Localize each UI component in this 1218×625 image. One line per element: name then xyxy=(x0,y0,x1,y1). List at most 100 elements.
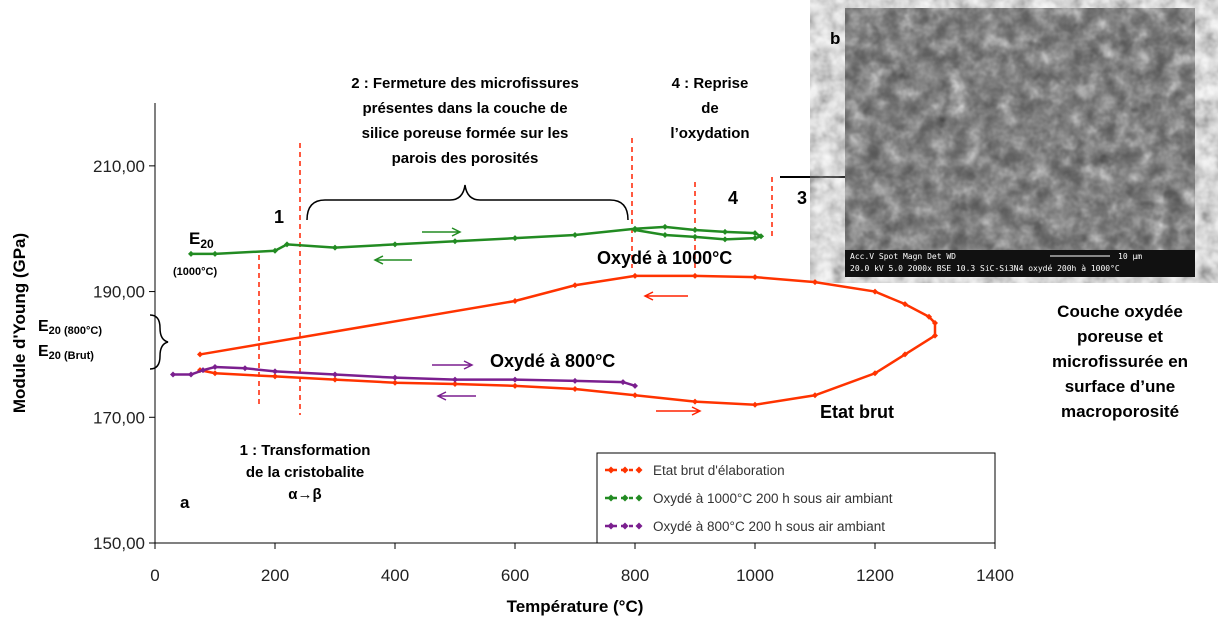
point xyxy=(692,233,698,240)
y-tick-label: 170,00 xyxy=(93,408,145,427)
point xyxy=(272,368,278,375)
point xyxy=(284,241,290,248)
point xyxy=(632,226,638,233)
point xyxy=(932,320,938,326)
point xyxy=(662,223,668,230)
caption: Couche oxydée xyxy=(1057,302,1183,321)
point xyxy=(620,379,626,386)
point xyxy=(872,370,878,377)
caption: microfissurée en xyxy=(1052,352,1188,371)
x-tick-label: 1400 xyxy=(976,566,1014,585)
point xyxy=(212,370,218,377)
point xyxy=(392,379,398,386)
zone-lines xyxy=(258,138,773,415)
point xyxy=(926,313,932,320)
zone-number: 3 xyxy=(797,188,807,208)
point xyxy=(572,282,578,289)
labels: 2 : Fermeture des microfissures présente… xyxy=(38,29,1188,512)
sem-scale: 10 µm xyxy=(1118,252,1142,261)
x-tick-label: 600 xyxy=(501,566,529,585)
sem-info: 20.0 kV 5.0 2000x BSE 10.3 SiC-Si3N4 oxy… xyxy=(850,263,1120,273)
legend-marker xyxy=(635,494,643,502)
zone-number: 4 xyxy=(728,188,738,208)
annotation: présentes dans la couche de xyxy=(362,100,567,117)
e20-label: E20 (800°C) xyxy=(38,318,102,337)
point xyxy=(662,232,668,238)
y-tick-label: 210,00 xyxy=(93,157,145,176)
point xyxy=(332,244,338,251)
zone-number: 1 xyxy=(274,207,284,227)
point xyxy=(902,301,908,308)
point xyxy=(812,279,818,286)
point xyxy=(722,236,728,243)
x-tick-label: 400 xyxy=(381,566,409,585)
caption: poreuse et xyxy=(1077,327,1163,346)
point xyxy=(212,250,218,257)
point xyxy=(752,235,758,242)
point xyxy=(572,377,578,384)
point xyxy=(692,398,698,405)
point xyxy=(188,250,194,257)
point xyxy=(932,332,938,339)
point xyxy=(170,371,176,378)
point xyxy=(692,272,698,279)
x-tick-label: 800 xyxy=(621,566,649,585)
annotation: 2 : Fermeture des microfissures xyxy=(351,75,579,92)
annotation: 1 : Transformation xyxy=(240,442,371,459)
annotation: l’oxydation xyxy=(670,125,749,142)
point xyxy=(332,371,338,378)
legend-box xyxy=(596,452,996,544)
point xyxy=(392,241,398,248)
y-tick-label: 150,00 xyxy=(93,534,145,553)
annotation: α→β xyxy=(288,486,321,503)
curve-label: Oxydé à 800°C xyxy=(490,351,615,371)
point xyxy=(452,380,458,387)
point xyxy=(752,230,758,237)
series-line xyxy=(191,225,765,256)
point xyxy=(512,235,518,242)
legend-label: Etat brut d'élaboration xyxy=(653,463,785,478)
point xyxy=(332,376,338,383)
panel-label: b xyxy=(830,29,840,48)
sem-texture xyxy=(845,8,1195,258)
curve-label: Etat brut xyxy=(820,402,894,422)
e20-label: E20 xyxy=(189,229,214,251)
point xyxy=(632,382,638,389)
x-tick-label: 0 xyxy=(150,566,159,585)
x-tick-label: 1200 xyxy=(856,566,894,585)
legend-marker xyxy=(635,522,643,530)
annotation: de la cristobalite xyxy=(246,464,364,481)
x-tick-label: 1000 xyxy=(736,566,774,585)
point xyxy=(272,373,278,380)
point xyxy=(692,226,698,233)
point xyxy=(242,365,248,372)
point xyxy=(200,367,206,374)
legend-label: Oxydé à 800°C 200 h sous air ambiant xyxy=(653,519,885,534)
legend-label: Oxydé à 1000°C 200 h sous air ambiant xyxy=(653,491,893,506)
point xyxy=(572,386,578,392)
direction-arrows xyxy=(373,227,702,416)
point xyxy=(392,374,398,381)
legend-marker xyxy=(621,522,629,530)
point xyxy=(812,392,818,399)
caption: surface d’une xyxy=(1065,377,1176,396)
point xyxy=(722,228,728,235)
legend-marker xyxy=(635,466,643,474)
point xyxy=(752,274,758,281)
point xyxy=(512,376,518,383)
legend-marker xyxy=(607,494,615,502)
brace xyxy=(149,314,169,370)
annotation: 4 : Reprise xyxy=(672,75,749,92)
point xyxy=(512,298,518,304)
point xyxy=(572,232,578,238)
point xyxy=(872,288,878,295)
e20-note: (1000°C) xyxy=(173,266,217,278)
x-tick-label: 200 xyxy=(261,566,289,585)
point xyxy=(452,376,458,383)
point xyxy=(758,233,764,240)
y-tick-label: 190,00 xyxy=(93,283,145,302)
sem-info: Acc.V Spot Magn Det WD xyxy=(850,252,956,261)
point xyxy=(188,371,194,378)
x-axis-label: Température (°C) xyxy=(507,597,644,616)
